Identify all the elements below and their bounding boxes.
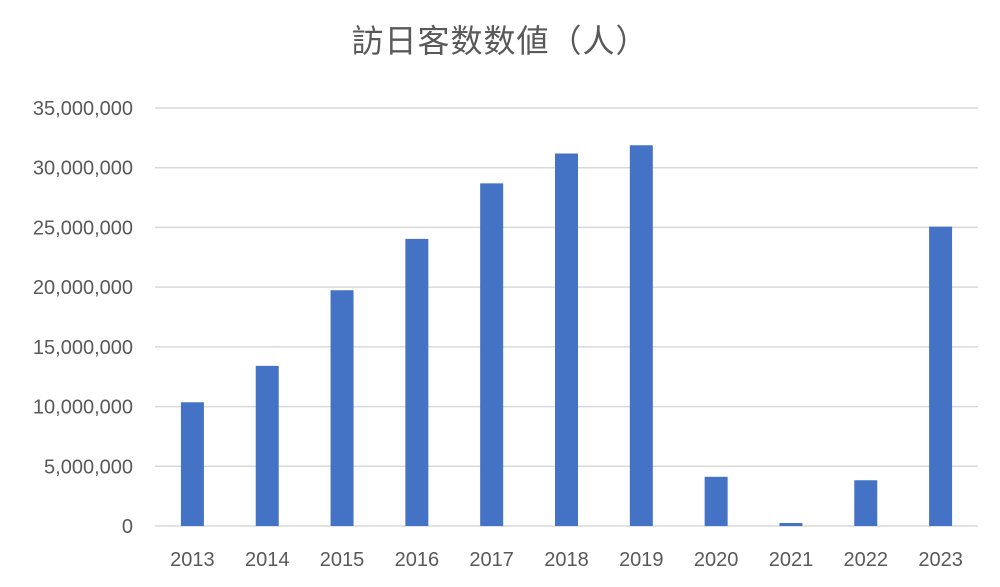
y-tick-label: 15,000,000 (33, 337, 133, 359)
y-axis-ticks: 0 5,000,000 10,000,000 15,000,000 20,000,000… (33, 98, 133, 538)
y-tick-label: 10,000,000 (33, 397, 133, 419)
y-tick-label: 0 (122, 516, 133, 538)
x-axis-ticks: 2013 2014 2015 2016 2017 2018 2019 2020 2021 2022… (170, 549, 963, 571)
bar-2019 (629, 145, 653, 526)
bar-2022 (854, 480, 878, 526)
bar-2023 (929, 226, 953, 526)
x-tick-label: 2018 (544, 549, 589, 571)
y-tick-label: 5,000,000 (44, 456, 133, 478)
x-tick-label: 2023 (918, 549, 963, 571)
y-tick-label: 30,000,000 (33, 158, 133, 180)
bar-2018 (555, 153, 578, 526)
x-tick-label: 2016 (395, 549, 440, 571)
x-tick-label: 2015 (320, 549, 365, 571)
bar-2013 (180, 402, 204, 526)
x-tick-label: 2014 (245, 549, 290, 571)
bar-2021 (779, 523, 803, 526)
y-tick-label: 20,000,000 (33, 277, 133, 299)
x-tick-label: 2020 (694, 549, 739, 571)
chart-title: 訪日客数数値（人） (351, 22, 649, 60)
bar-2015 (330, 290, 354, 526)
y-tick-label: 25,000,000 (33, 217, 133, 239)
x-tick-label: 2017 (469, 549, 514, 571)
x-tick-label: 2019 (619, 549, 664, 571)
x-tick-label: 2013 (170, 549, 215, 571)
bar-2020 (704, 476, 728, 526)
x-tick-label: 2021 (769, 549, 814, 571)
y-tick-label: 35,000,000 (33, 98, 133, 120)
bar-2016 (405, 238, 429, 526)
bar-2014 (255, 365, 279, 526)
bar-2017 (480, 183, 504, 526)
x-tick-label: 2022 (844, 549, 889, 571)
bars (180, 145, 953, 526)
